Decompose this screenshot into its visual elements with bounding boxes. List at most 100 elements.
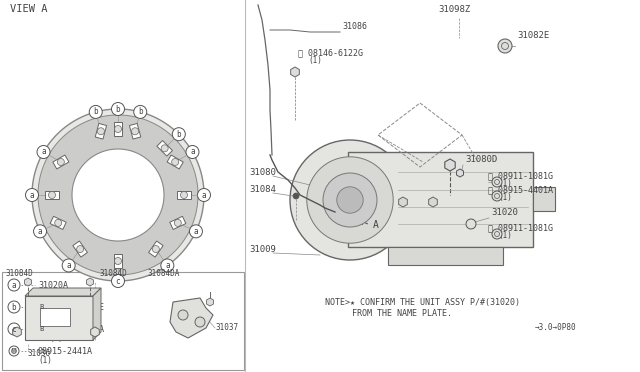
Circle shape [290, 140, 410, 260]
Text: b: b [138, 108, 143, 116]
Circle shape [132, 128, 139, 135]
Polygon shape [170, 298, 213, 338]
Text: (1): (1) [308, 56, 322, 65]
Text: Ⓑ 08146-6122G: Ⓑ 08146-6122G [298, 48, 363, 57]
Text: (1): (1) [498, 179, 512, 188]
Circle shape [492, 177, 502, 187]
Polygon shape [93, 288, 101, 340]
Circle shape [161, 145, 168, 152]
Circle shape [492, 191, 502, 201]
Text: a: a [29, 190, 35, 199]
Circle shape [174, 219, 181, 227]
Text: b: b [116, 105, 120, 113]
Text: →3.0→0P80: →3.0→0P80 [535, 323, 577, 332]
Bar [129, 124, 141, 139]
Text: 31080D: 31080D [465, 155, 497, 164]
Circle shape [180, 192, 188, 199]
Circle shape [58, 158, 65, 166]
Text: 31098Z: 31098Z [438, 5, 470, 14]
Text: b: b [93, 108, 98, 116]
Circle shape [178, 310, 188, 320]
Text: 31084D: 31084D [5, 269, 33, 278]
Circle shape [77, 246, 84, 253]
Bar [95, 124, 107, 139]
Text: 31036: 31036 [28, 349, 51, 358]
Bar [2, 272, 244, 370]
Bar [170, 216, 186, 230]
Circle shape [495, 180, 499, 185]
Bar [25, 296, 93, 340]
Polygon shape [24, 278, 31, 286]
Text: (1): (1) [498, 193, 512, 202]
Polygon shape [291, 67, 300, 77]
Bar [388, 247, 503, 265]
Text: 31084D: 31084D [100, 269, 128, 278]
Text: 08174-4701A: 08174-4701A [49, 326, 104, 334]
Text: (1): (1) [38, 356, 52, 365]
Text: a: a [41, 148, 46, 157]
Text: a: a [194, 227, 198, 236]
Circle shape [495, 193, 499, 199]
Circle shape [189, 225, 202, 238]
Polygon shape [72, 149, 164, 241]
Polygon shape [445, 159, 455, 171]
Circle shape [186, 145, 199, 158]
Polygon shape [38, 115, 198, 275]
Polygon shape [13, 327, 21, 337]
Bar [348, 152, 533, 247]
Polygon shape [32, 109, 204, 281]
Text: 31082E: 31082E [517, 31, 549, 40]
Text: a: a [190, 148, 195, 157]
Text: A: A [373, 220, 379, 230]
Circle shape [111, 103, 125, 115]
Bar [157, 141, 172, 156]
Circle shape [8, 301, 20, 313]
Polygon shape [86, 278, 93, 286]
Circle shape [62, 259, 75, 272]
Text: 31084DA: 31084DA [148, 269, 180, 278]
Bar [167, 155, 183, 169]
Circle shape [293, 193, 299, 199]
Bar [533, 187, 555, 211]
Circle shape [111, 275, 125, 288]
Circle shape [337, 187, 364, 213]
Circle shape [49, 192, 56, 199]
Polygon shape [456, 169, 463, 177]
Bar [114, 254, 122, 268]
Circle shape [33, 225, 47, 238]
Text: a: a [67, 261, 71, 270]
Polygon shape [91, 327, 99, 337]
Circle shape [498, 39, 512, 53]
Bar [40, 308, 70, 326]
Circle shape [466, 219, 476, 229]
Text: b: b [177, 130, 181, 139]
Text: 08121-2901E: 08121-2901E [49, 304, 104, 312]
Circle shape [89, 105, 102, 118]
Text: 31037: 31037 [215, 323, 238, 332]
Circle shape [12, 349, 17, 353]
Text: b: b [12, 302, 16, 311]
Text: (4): (4) [49, 311, 63, 321]
Bar [45, 191, 59, 199]
Circle shape [35, 301, 47, 312]
Text: c: c [12, 324, 16, 334]
Circle shape [152, 246, 159, 253]
Text: a: a [38, 227, 42, 236]
Text: 31020: 31020 [491, 208, 518, 217]
Bar [177, 191, 191, 199]
Text: W: W [12, 348, 16, 354]
Circle shape [495, 231, 499, 237]
Text: ⓝ 08911-1081G: ⓝ 08911-1081G [488, 171, 553, 180]
Text: B: B [39, 304, 43, 310]
Circle shape [307, 157, 393, 243]
Circle shape [37, 145, 50, 158]
Bar [50, 216, 66, 230]
Polygon shape [399, 197, 407, 207]
Text: a: a [165, 261, 170, 270]
Text: 31009: 31009 [249, 245, 276, 254]
Text: NOTE>★ CONFIRM THE UNIT ASSY P/#(31020): NOTE>★ CONFIRM THE UNIT ASSY P/#(31020) [325, 298, 520, 307]
Circle shape [35, 324, 47, 334]
Circle shape [198, 189, 211, 202]
Text: 31020A: 31020A [38, 282, 68, 291]
Circle shape [115, 257, 122, 264]
